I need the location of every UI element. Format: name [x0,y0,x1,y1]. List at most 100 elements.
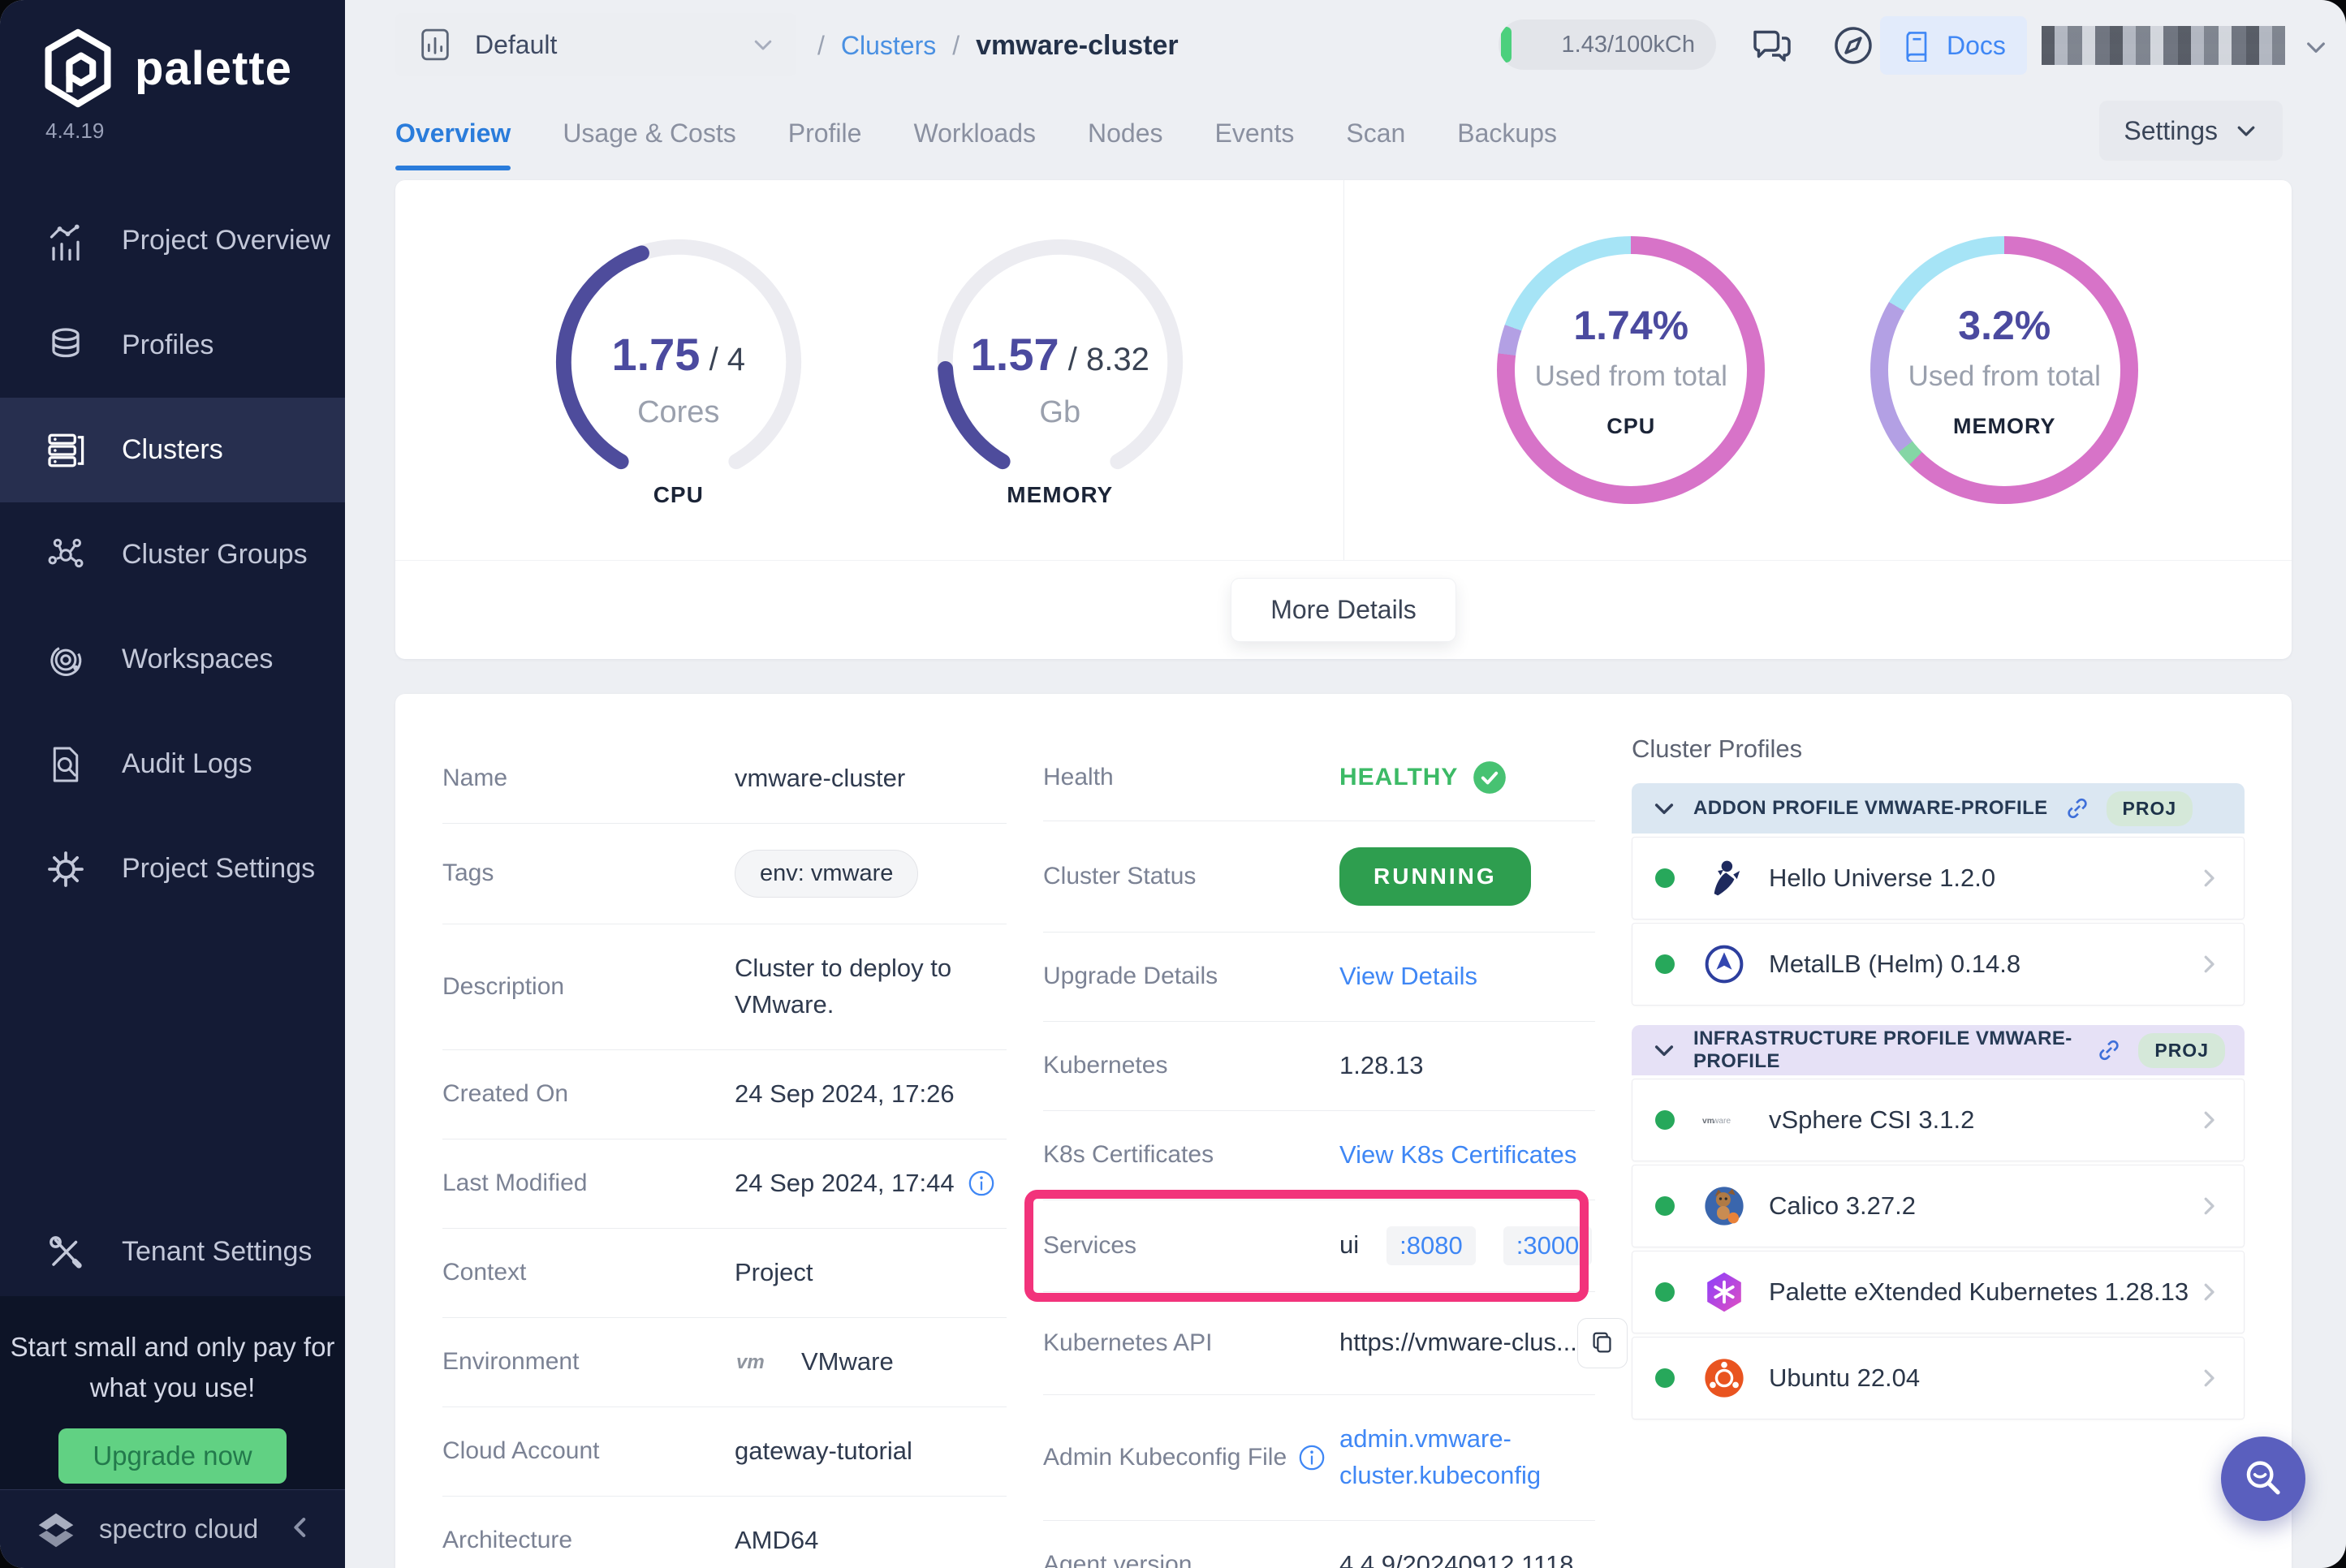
profile-layer-row[interactable]: Calico 3.27.2 [1632,1165,2245,1247]
chevron-down-icon [1651,1037,1677,1063]
kubeconfig-file-link[interactable]: admin.vmware-cluster.kubeconfig [1339,1424,1542,1489]
sidebar-item-workspaces[interactable]: Workspaces [0,607,345,712]
profile-layer-row[interactable]: MetalLB (Helm) 0.14.8 [1632,923,2245,1006]
tab-nodes[interactable]: Nodes [1088,118,1163,148]
tab-workloads[interactable]: Workloads [913,118,1037,148]
detail-label: Environment [442,1348,580,1376]
details-middle-column: Health HEALTHY Cluster Status RUNNING Up… [1024,734,1628,1568]
user-menu-chevron-down-icon[interactable] [2303,34,2329,60]
profile-layer-name: vSphere CSI 3.1.2 [1769,1105,1975,1134]
profile-layer-name: Palette eXtended Kubernetes 1.28.13 [1769,1277,2189,1306]
profile-layer-row[interactable]: Ubuntu 22.04 [1632,1337,2245,1419]
detail-label: Last Modified [442,1170,588,1197]
project-selector[interactable]: Default [395,13,796,76]
chevron-right-icon [2197,1194,2221,1218]
cluster-tabs: Overview Usage & Costs Profile Workloads Nod… [395,91,1557,175]
detail-value: View K8s Certificates [1339,1137,1595,1174]
palette-hex-icon [1702,1270,1746,1314]
gauge-cpu: 1.75 / 4 Cores CPU [541,224,817,516]
profile-layer-row[interactable]: Hello Universe 1.2.0 [1632,837,2245,920]
detail-row-cluster-status: Cluster Status RUNNING [1043,821,1595,933]
main-content: Default / Clusters / vmware-cluster 1.43… [345,0,2346,1568]
sidebar: palette 4.4.19 Project Overview Profiles… [0,0,345,1568]
scope-badge: PROJ [2106,790,2193,826]
donut-value: 3.2% Used from total MEMORY [1908,302,2101,438]
chevron-right-icon [2197,1366,2221,1390]
cluster-profiles-list: ADDON PROFILE VMWARE-PROFILE PROJ Hello … [1632,783,2245,1419]
tag-chip: env: vmware [735,849,919,898]
cluster-status-badge[interactable]: RUNNING [1339,847,1531,906]
status-dot [1655,1368,1675,1388]
hello-universe-icon [1702,856,1746,900]
detail-label: Kubernetes API [1043,1329,1213,1356]
palette-logo-row[interactable]: palette [41,28,292,109]
profile-layer-row[interactable]: Palette eXtended Kubernetes 1.28.13 [1632,1251,2245,1333]
tab-events[interactable]: Events [1214,118,1295,148]
vmware-logo-icon: vm ware [1702,1098,1746,1142]
breadcrumb-separator: / [817,30,825,60]
sidebar-item-cluster-groups[interactable]: Cluster Groups [0,502,345,607]
settings-label: Settings [2124,115,2218,145]
more-details-button[interactable]: More Details [1231,579,1455,641]
detail-value: vm VMware [736,1346,894,1376]
detail-value: gateway-tutorial [735,1436,912,1465]
tab-profile[interactable]: Profile [787,118,862,148]
sidebar-item-project-settings[interactable]: Project Settings [0,816,345,921]
sidebar-item-profiles[interactable]: Profiles [0,293,345,398]
servers-icon [45,430,86,471]
gear-icon [45,849,86,890]
sidebar-menu: Project Overview Profiles Clusters Clust… [0,188,345,921]
detail-link[interactable]: View Details [1339,962,1478,990]
detail-label: Created On [442,1080,569,1108]
detail-row-description: Description Cluster to deploy to VMware. [442,924,1007,1050]
detail-value: 24 Sep 2024, 17:44 [735,1165,1007,1202]
sidebar-item-label: Tenant Settings [122,1236,313,1267]
tab-scan[interactable]: Scan [1346,118,1406,148]
svg-text:vm: vm [1702,1117,1714,1126]
service-port-link[interactable]: :8080 [1386,1226,1476,1265]
detail-label: Kubernetes [1043,1052,1168,1079]
info-icon [968,1170,995,1197]
breadcrumb-clusters-link[interactable]: Clusters [840,30,937,60]
profile-layer-name: Hello Universe 1.2.0 [1769,864,1996,892]
compass-icon[interactable] [1829,21,1878,70]
sidebar-item-audit-logs[interactable]: Audit Logs [0,712,345,816]
sidebar-item-project-overview[interactable]: Project Overview [0,188,345,293]
docs-button[interactable]: Docs [1880,16,2027,75]
user-account-blurred[interactable] [2042,26,2285,65]
tab-usage-costs[interactable]: Usage & Costs [563,118,736,148]
detail-row-tags: Tags env: vmware [442,824,1007,924]
detail-label: Description [442,972,565,1000]
detail-row-kubernetes-api: Kubernetes API https://vmware-clus... [1043,1292,1628,1395]
detail-link[interactable]: View K8s Certificates [1339,1139,1577,1169]
detail-value: admin.vmware-cluster.kubeconfig [1339,1421,1595,1494]
link-icon [2096,1037,2122,1063]
doc-search-icon [45,744,86,785]
sidebar-item-label: Profiles [122,330,214,360]
donut-hole [1515,254,1748,486]
profile-layer-row[interactable]: vm ware vSphere CSI 3.1.2 [1632,1079,2245,1161]
chevron-right-icon [2197,1280,2221,1304]
tab-overview[interactable]: Overview [395,118,511,170]
profile-section-header[interactable]: INFRASTRUCTURE PROFILE VMWARE-PROFILE PR… [1632,1025,2245,1075]
detail-row-agent-version: Agent version 4.4.9/20240912.1118 [1043,1521,1595,1568]
service-port-link[interactable]: :3000 [1503,1226,1593,1265]
gauge-memory: 1.57 / 8.32 Gb MEMORY [922,224,1198,516]
profile-section-header[interactable]: ADDON PROFILE VMWARE-PROFILE PROJ [1632,783,2245,834]
sidebar-item-tenant-settings[interactable]: Tenant Settings [0,1200,345,1304]
copy-button[interactable] [1576,1317,1628,1368]
usage-quota-pill[interactable]: 1.43/100kCh [1499,19,1716,70]
project-selector-value: Default [475,29,558,59]
sidebar-item-clusters[interactable]: Clusters [0,398,345,502]
chat-icon[interactable] [1748,21,1796,70]
collapse-sidebar-icon[interactable] [287,1514,314,1545]
sidebar-item-label: Project Settings [122,853,316,884]
tab-backups[interactable]: Backups [1457,118,1558,148]
settings-button[interactable]: Settings [2099,101,2283,161]
gauge-value: 1.75 / 4 Cores [611,329,746,429]
chevron-right-icon [2197,952,2221,976]
search-fab-button[interactable] [2221,1437,2305,1521]
upgrade-now-button[interactable]: Upgrade now [58,1428,287,1484]
detail-value: env: vmware [735,849,1007,898]
donut-hole [1888,254,2121,486]
